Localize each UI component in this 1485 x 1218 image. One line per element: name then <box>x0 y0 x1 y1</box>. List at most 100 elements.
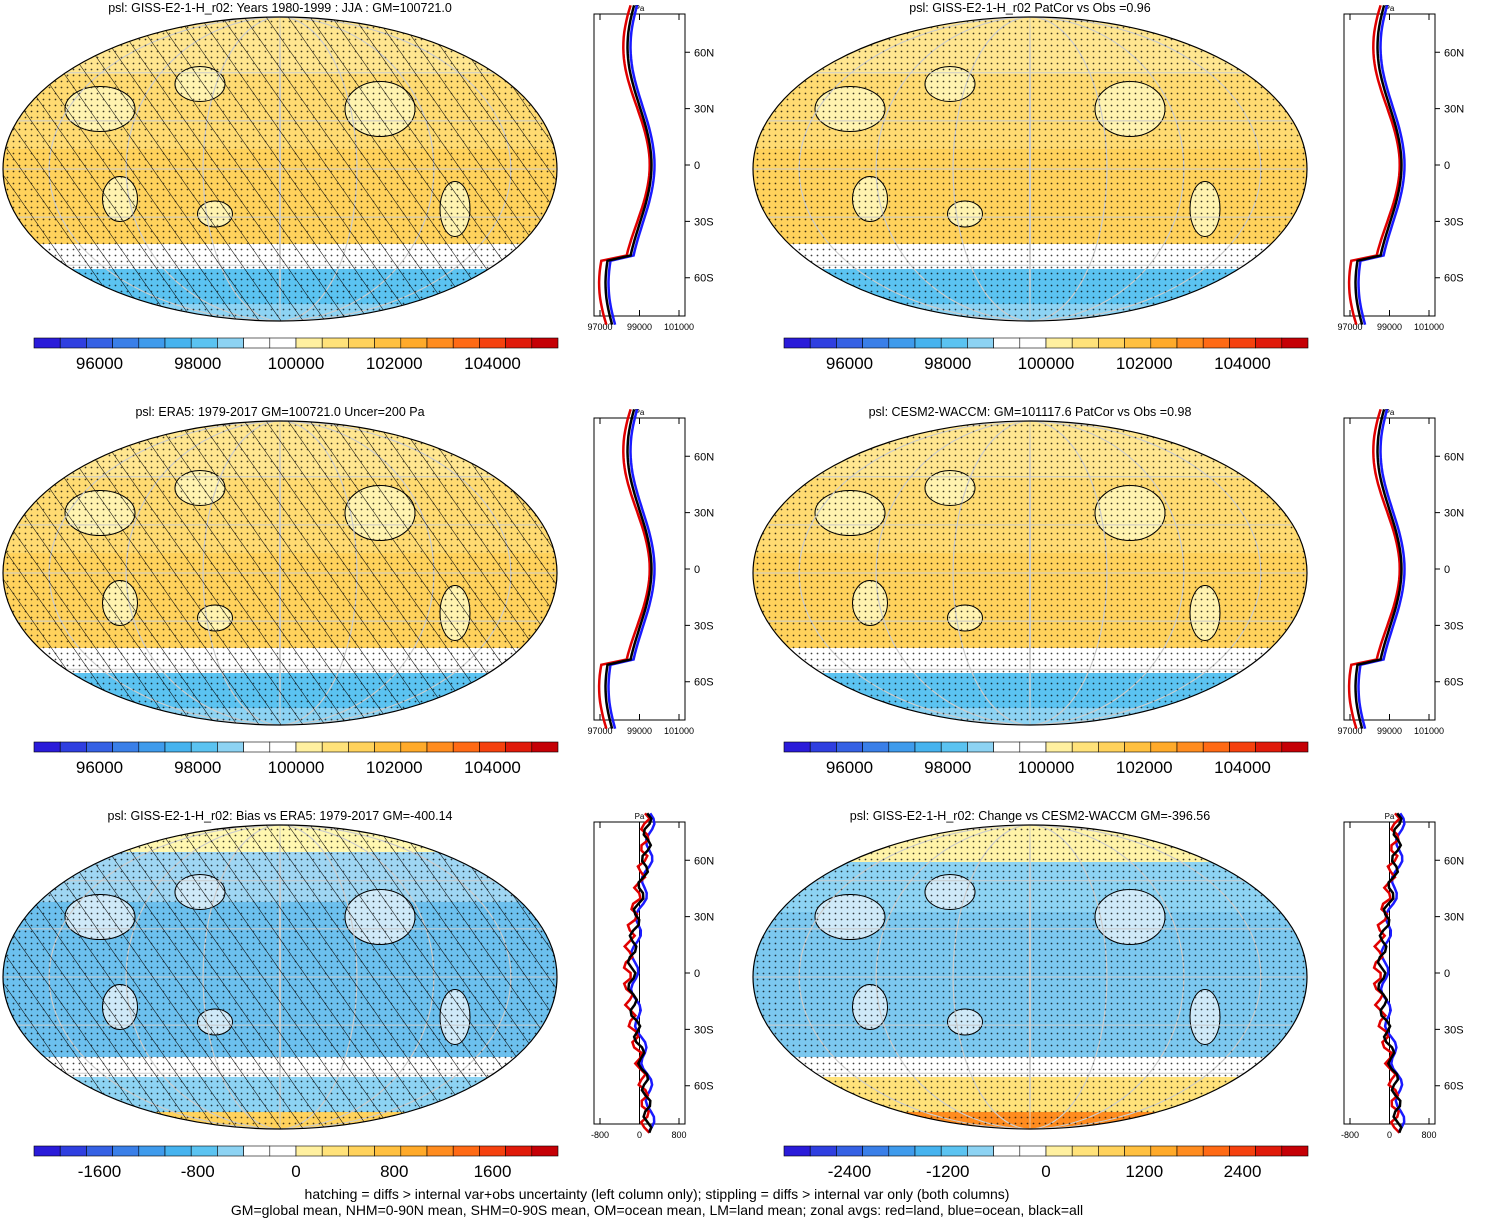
colorbar-swatch <box>1150 337 1178 349</box>
colorbar-swatch <box>967 337 994 349</box>
zonal-line-all <box>1354 4 1403 326</box>
zonal-x-label: 101000 <box>1414 322 1444 330</box>
zonal-average-plot: Pa 60N 30N 0 30S 60S 97000 99000 101000 <box>587 408 714 734</box>
zonal-unit-label: Pa <box>1385 812 1395 821</box>
zonal-lat-label: 60S <box>694 1081 714 1093</box>
colorbar-tick-label: 102000 <box>1116 354 1173 373</box>
zonal-frame <box>1343 417 1436 721</box>
colorbar-swatch <box>1124 741 1152 753</box>
colorbar-tick-label: 100000 <box>268 354 325 373</box>
colorbar-swatch <box>243 1145 271 1157</box>
colorbar-tick-label: 104000 <box>1214 758 1271 777</box>
zonal-line-land <box>622 812 652 1134</box>
colorbar-swatch <box>164 1145 192 1157</box>
colorbar-swatch <box>888 1145 916 1157</box>
zonal-x-label: 97000 <box>587 322 612 330</box>
zonal-lat-label: 60S <box>694 273 714 285</box>
colorbar-swatch <box>1045 741 1073 753</box>
colorbar-swatch <box>374 741 402 753</box>
zonal-lat-label: 60N <box>1444 855 1464 867</box>
hatching <box>3 17 557 321</box>
colorbar-swatch <box>295 741 323 753</box>
colorbar-tick-label: 0 <box>1041 1162 1050 1181</box>
colorbar-swatch <box>138 741 166 753</box>
colorbar-swatch <box>33 337 61 349</box>
colorbar-swatch <box>400 337 428 349</box>
zonal-x-label: 99000 <box>1377 726 1402 734</box>
colorbar-swatch <box>531 741 559 753</box>
colorbar-tick-label: 100000 <box>268 758 325 777</box>
zonal-lat-label: 60N <box>1444 47 1464 59</box>
colorbar-tick-label: 98000 <box>174 354 221 373</box>
colorbar-swatch <box>59 337 87 349</box>
colorbar: 96000 98000 100000 102000 104000 <box>783 741 1309 777</box>
colorbar-swatch <box>1229 337 1256 349</box>
colorbar-swatch <box>1176 741 1204 753</box>
zonal-average-plot: Pa 60N 30N 0 30S 60S -800 0 800 <box>591 812 714 1138</box>
colorbar-swatch <box>112 1145 140 1157</box>
zonal-x-label: 800 <box>1421 1130 1436 1138</box>
footer-note-definitions: GM=global mean, NHM=0-90N mean, SHM=0-90… <box>230 1202 1084 1218</box>
zonal-line-ocean <box>607 408 656 730</box>
map-plot <box>752 16 1308 322</box>
colorbar-swatch <box>348 741 375 753</box>
colorbar-swatch <box>1071 337 1099 349</box>
colorbar-tick-label: 96000 <box>826 758 873 777</box>
colorbar-swatch <box>217 1145 244 1157</box>
zonal-unit-label: Pa <box>635 408 645 417</box>
colorbar-swatch <box>809 337 837 349</box>
zonal-x-label: -800 <box>591 1130 609 1138</box>
stippling <box>753 825 1307 1129</box>
footer-note-hatching: hatching = diffs > internal var+obs unce… <box>304 1186 1010 1202</box>
colorbar: 96000 98000 100000 102000 104000 <box>783 337 1309 373</box>
colorbar-swatch <box>1176 337 1204 349</box>
zonal-x-label: 800 <box>671 1130 686 1138</box>
colorbar-tick-label: 102000 <box>1116 758 1173 777</box>
zonal-lat-label: 30N <box>694 912 714 924</box>
zonal-line-all <box>626 812 653 1134</box>
map-border <box>752 16 1308 322</box>
colorbar: 96000 98000 100000 102000 104000 <box>33 337 559 373</box>
zonal-line-all <box>1376 812 1403 1134</box>
map-border <box>2 824 558 1130</box>
colorbar-swatch <box>190 337 218 349</box>
colorbar-swatch <box>452 1145 480 1157</box>
colorbar-swatch <box>940 337 968 349</box>
colorbar-swatch <box>452 337 480 349</box>
colorbar-swatch <box>993 1145 1021 1157</box>
zonal-x-label: 99000 <box>1377 322 1402 330</box>
zonal-frame <box>593 13 686 317</box>
zonal-x-label: 101000 <box>1414 726 1444 734</box>
map-border <box>2 16 558 322</box>
colorbar-swatch <box>783 337 811 349</box>
colorbar-swatch <box>809 1145 837 1157</box>
colorbar-tick-label: -1200 <box>926 1162 969 1181</box>
zonal-line-land <box>1347 408 1401 730</box>
colorbar-swatch <box>348 1145 375 1157</box>
colorbar-swatch <box>1281 741 1309 753</box>
colorbar-swatch <box>59 1145 87 1157</box>
colorbar-swatch <box>400 741 428 753</box>
colorbar-swatch <box>783 741 811 753</box>
colorbar-tick-label: 104000 <box>1214 354 1271 373</box>
zonal-lat-label: 0 <box>694 564 700 576</box>
colorbar-tick-label: 96000 <box>76 354 123 373</box>
colorbar-tick-label: -2400 <box>828 1162 871 1181</box>
colorbar-swatch <box>1019 337 1047 349</box>
zonal-x-label: 101000 <box>664 322 694 330</box>
zonal-x-label: 97000 <box>1337 726 1362 734</box>
colorbar-swatch <box>505 1145 533 1157</box>
colorbar-tick-label: -800 <box>181 1162 215 1181</box>
zonal-x-label: 99000 <box>627 322 652 330</box>
colorbar-swatch <box>1229 741 1256 753</box>
colorbar-swatch <box>1281 1145 1309 1157</box>
zonal-x-label: 97000 <box>587 726 612 734</box>
colorbar-swatch <box>862 1145 890 1157</box>
zonal-lat-label: 30S <box>694 620 714 632</box>
zonal-lat-label: 60N <box>694 855 714 867</box>
colorbar-swatch <box>1071 741 1099 753</box>
colorbar-swatch <box>967 741 994 753</box>
panel-era5: psl: ERA5: 1979-2017 GM=100721.0 Uncer=2… <box>0 404 742 804</box>
colorbar-swatch <box>452 741 480 753</box>
zonal-unit-label: Pa <box>635 4 645 13</box>
